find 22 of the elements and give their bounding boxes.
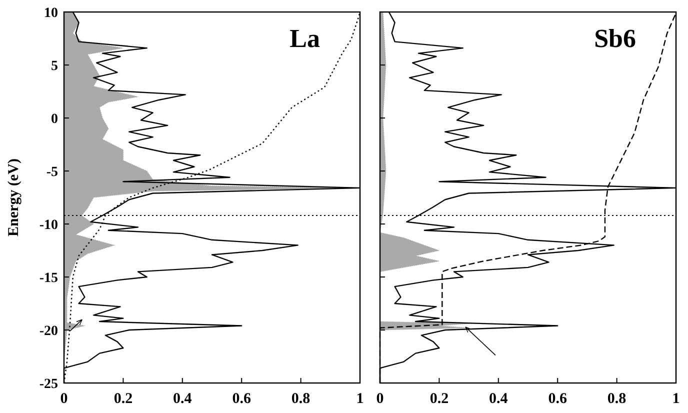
x-tick-label: 0.6: [232, 391, 252, 407]
x-tick-label: 0.2: [430, 391, 449, 407]
text: Sb6: [594, 24, 636, 53]
y-tick-label: -5: [46, 165, 58, 180]
x-tick-label: 0.6: [548, 391, 568, 407]
y-axis-title: Energy (eV): [6, 158, 22, 236]
y-tick-label: -20: [39, 324, 58, 339]
x-tick-label: 0.8: [291, 391, 310, 407]
y-tick-label: -10: [39, 218, 58, 233]
x-tick-label: 0.2: [114, 391, 133, 407]
y-tick-label: -15: [39, 271, 58, 286]
y-tick-label: 10: [44, 6, 58, 21]
y-tick-label: -25: [39, 377, 58, 392]
x-tick-label: 0.4: [489, 391, 508, 407]
x-tick-label: 0.4: [173, 391, 192, 407]
x-tick-label: 0.8: [607, 391, 626, 407]
x-tick-label: 1: [356, 391, 364, 407]
y-tick-label: 5: [51, 59, 58, 74]
x-tick-label: 0: [376, 391, 384, 407]
y-tick-label: 0: [51, 112, 58, 127]
text: La: [290, 24, 320, 53]
x-tick-label: 1: [672, 391, 680, 407]
